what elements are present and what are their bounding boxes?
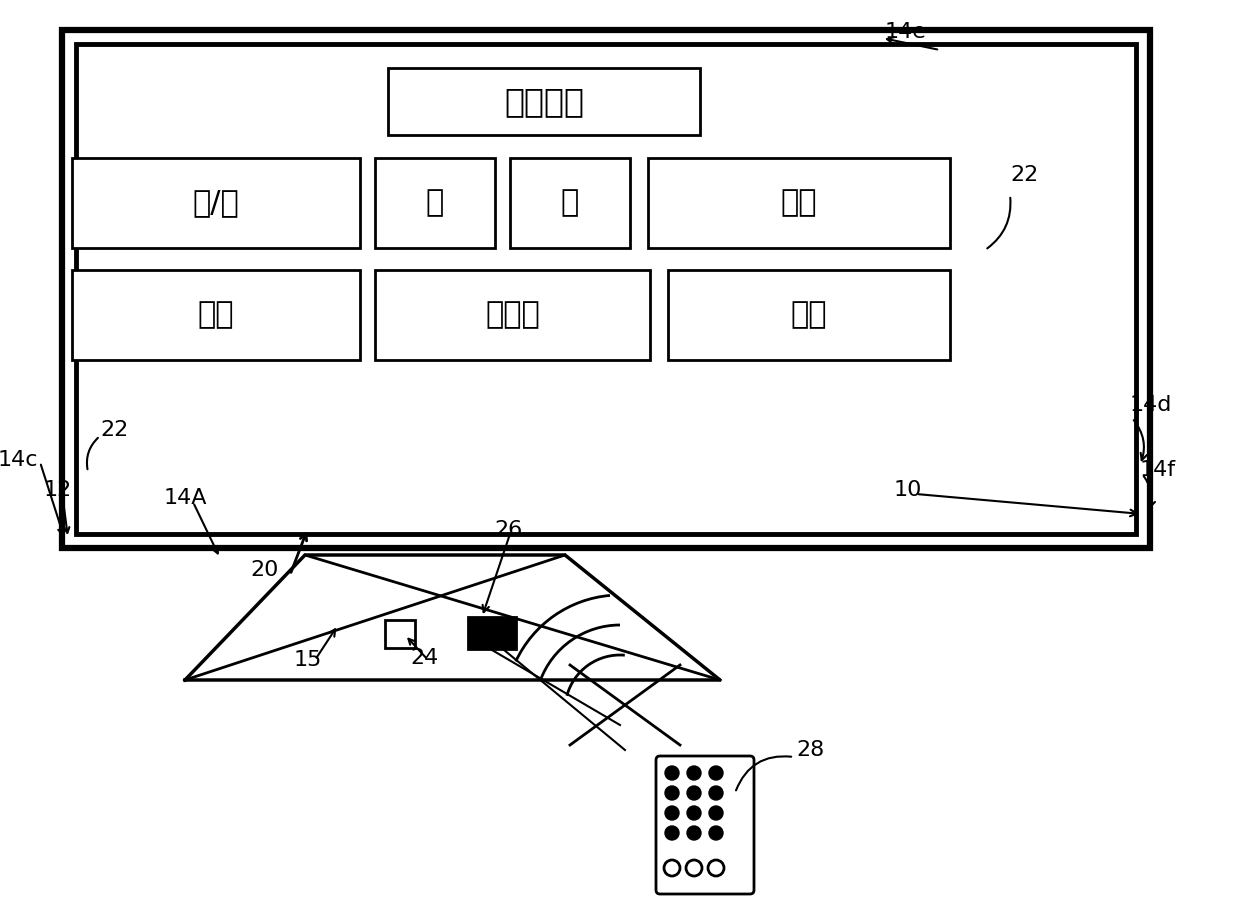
Text: 10: 10: [894, 480, 923, 500]
Text: 计时器: 计时器: [485, 300, 539, 329]
Bar: [510, 158, 630, 248]
Bar: [467, 617, 516, 649]
Text: 色温: 色温: [791, 300, 827, 329]
Circle shape: [709, 786, 723, 800]
FancyBboxPatch shape: [656, 756, 754, 894]
Bar: [374, 158, 495, 248]
Circle shape: [687, 806, 701, 820]
Circle shape: [665, 766, 680, 780]
Circle shape: [687, 766, 701, 780]
Text: 22: 22: [100, 420, 128, 440]
Text: 14d: 14d: [1130, 395, 1172, 415]
Bar: [72, 158, 360, 248]
Text: 14f: 14f: [1140, 460, 1176, 480]
Text: 12: 12: [43, 480, 72, 500]
Text: 26: 26: [494, 520, 522, 540]
Circle shape: [709, 826, 723, 840]
Text: 颜色: 颜色: [781, 188, 817, 217]
Bar: [76, 44, 1136, 534]
Circle shape: [665, 786, 680, 800]
Circle shape: [709, 766, 723, 780]
Text: 14A: 14A: [164, 488, 207, 508]
Text: 24: 24: [410, 648, 439, 668]
Circle shape: [665, 806, 680, 820]
Bar: [388, 68, 701, 135]
Text: 左: 左: [425, 188, 444, 217]
Text: 亮度: 亮度: [197, 300, 234, 329]
Circle shape: [687, 786, 701, 800]
Text: 14c: 14c: [0, 450, 38, 470]
Bar: [374, 270, 650, 360]
Text: 15: 15: [294, 650, 322, 670]
Bar: [62, 30, 1149, 548]
Circle shape: [687, 826, 701, 840]
Text: 开/关: 开/关: [192, 188, 239, 217]
Bar: [649, 158, 950, 248]
Text: 外部照明: 外部照明: [503, 85, 584, 118]
Bar: [668, 270, 950, 360]
Bar: [384, 620, 415, 648]
Bar: [72, 270, 360, 360]
Text: 28: 28: [796, 740, 825, 760]
Text: 20: 20: [250, 560, 279, 580]
Text: 14e: 14e: [885, 22, 926, 42]
Circle shape: [709, 806, 723, 820]
Text: 22: 22: [1011, 165, 1038, 185]
Text: 右: 右: [560, 188, 579, 217]
Circle shape: [665, 826, 680, 840]
